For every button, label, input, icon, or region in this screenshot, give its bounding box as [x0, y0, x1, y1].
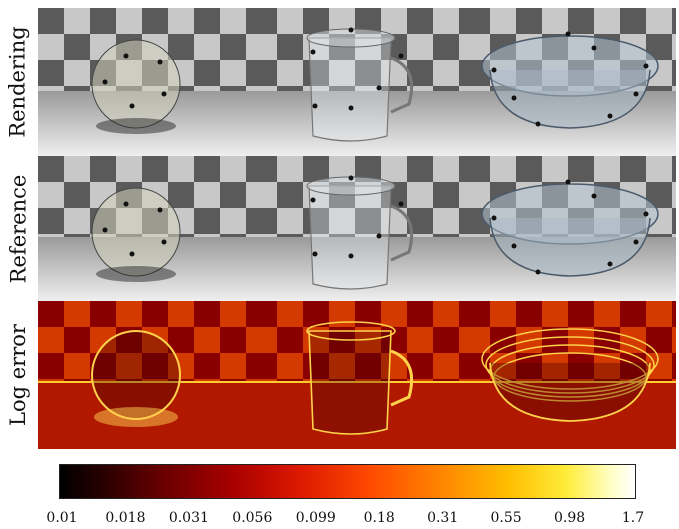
colorbar-tick-label: 0.099 [295, 510, 336, 526]
panel-image [464, 301, 676, 449]
panel-image [464, 156, 676, 301]
panel-image [464, 8, 676, 156]
keypoint-marker [491, 67, 497, 73]
keypoint-marker [511, 95, 517, 101]
keypoint-marker [607, 113, 613, 119]
keypoint-marker [633, 91, 639, 97]
keypoint-marker [376, 85, 382, 91]
error-casserole-ring [485, 336, 655, 394]
colorbar-tick-label: 0.55 [490, 510, 522, 526]
row-label-reference: Reference [0, 156, 36, 301]
error-pitcher-lid [306, 321, 396, 341]
panel-image [38, 8, 251, 156]
glass-pitcher [308, 37, 392, 142]
error-pitcher-handle [390, 349, 414, 407]
keypoint-marker [398, 201, 404, 207]
keypoint-marker [312, 103, 318, 109]
error-checkerboard [38, 301, 251, 405]
keypoint-marker [535, 269, 541, 275]
keypoint-marker [565, 179, 571, 185]
keypoint-marker [102, 79, 108, 85]
keypoint-marker [348, 253, 354, 259]
table-surface [251, 237, 464, 301]
row-label-rendering: Rendering [0, 8, 36, 156]
keypoint-marker [129, 251, 135, 257]
error-casserole-ring [481, 328, 659, 390]
error-casserole-dish [489, 362, 651, 422]
keypoint-marker [511, 243, 517, 249]
keypoint-marker [591, 193, 597, 199]
pitcher-handle [390, 56, 414, 114]
keypoint-marker [129, 103, 135, 109]
keypoint-marker [633, 239, 639, 245]
keypoint-marker [123, 201, 129, 207]
keypoint-marker [591, 45, 597, 51]
error-sphere-outline [91, 330, 181, 420]
table-surface [251, 91, 464, 156]
colorbar-tick-label: 0.018 [105, 510, 146, 526]
panel-log-error-casserole [464, 301, 676, 449]
keypoint-marker [157, 207, 163, 213]
panel-rendering-casserole [464, 8, 676, 156]
panel-image [251, 8, 464, 156]
panel-reference-pitcher [251, 156, 464, 301]
colorbar-tick-label: 0.98 [553, 510, 586, 526]
sphere-shadow [96, 118, 176, 134]
keypoint-marker [643, 63, 649, 69]
error-pitcher-outline [308, 330, 392, 435]
keypoint-marker [161, 91, 167, 97]
keypoint-marker [310, 197, 316, 203]
keypoint-marker [348, 27, 354, 33]
keypoint-marker [102, 227, 108, 233]
panel-image [251, 301, 464, 449]
keypoint-marker [491, 215, 497, 221]
keypoint-marker [161, 239, 167, 245]
keypoint-marker [376, 233, 382, 239]
error-casserole-ring [489, 344, 651, 398]
colorbar-tick-label: 1.7 [621, 510, 645, 526]
keypoint-marker [535, 121, 541, 127]
colorbar-tick-label: 0.01 [46, 510, 78, 526]
checkerboard-backdrop [38, 8, 251, 112]
keypoint-marker [565, 31, 571, 37]
colorbar-tick-label: 0.31 [427, 510, 459, 526]
row-label-reference-text: Reference [6, 174, 30, 283]
colorbar-tick-label: 0.056 [232, 510, 273, 526]
error-sphere-caustic [94, 407, 178, 427]
panel-image [251, 156, 464, 301]
panel-image [38, 301, 251, 449]
row-label-rendering-text: Rendering [6, 26, 31, 138]
colorbar-tick-label: 0.031 [168, 510, 209, 526]
panel-rendering-pitcher [251, 8, 464, 156]
error-casserole-ring [493, 352, 647, 402]
keypoint-marker [398, 53, 404, 59]
sphere-shadow [96, 266, 176, 282]
row-label-log-error-text: Log error [6, 324, 30, 426]
panel-image [38, 156, 251, 301]
row-label-log-error: Log error [0, 301, 36, 449]
panel-rendering-sphere [38, 8, 251, 156]
panel-log-error-pitcher [251, 301, 464, 449]
keypoint-marker [348, 175, 354, 181]
keypoint-marker [157, 59, 163, 65]
glass-pitcher [308, 185, 392, 290]
error-floor [251, 382, 464, 449]
panel-log-error-sphere [38, 301, 251, 449]
pitcher-handle [390, 204, 414, 262]
colorbar-tick-label: 0.18 [363, 510, 395, 526]
panel-reference-casserole [464, 156, 676, 301]
keypoint-marker [312, 251, 318, 257]
keypoint-marker [310, 49, 316, 55]
keypoint-marker [123, 53, 129, 59]
keypoint-marker [348, 105, 354, 111]
colorbar [59, 464, 636, 499]
keypoint-marker [643, 211, 649, 217]
keypoint-marker [607, 261, 613, 267]
panel-reference-sphere [38, 156, 251, 301]
